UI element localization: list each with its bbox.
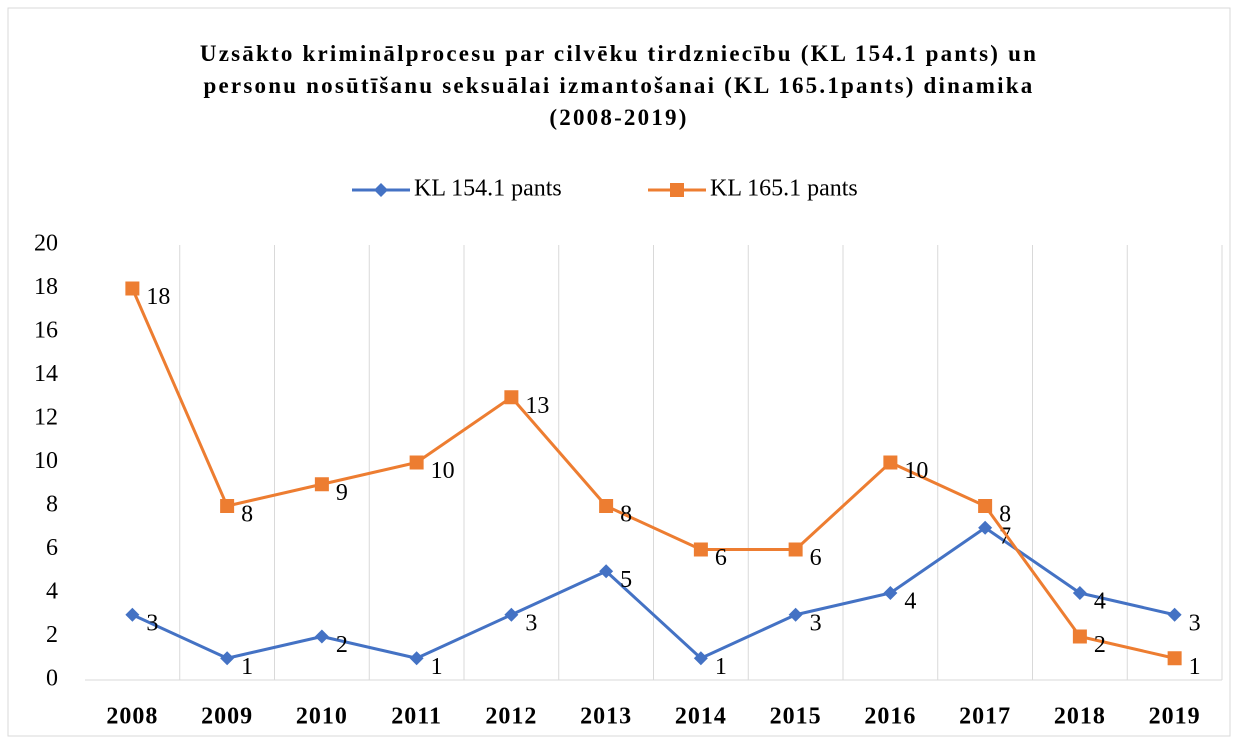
data-label: 10 — [904, 458, 928, 484]
marker — [314, 477, 329, 492]
data-label: 4 — [904, 589, 916, 615]
data-label: 8 — [241, 502, 253, 528]
marker — [978, 520, 993, 535]
x-tick-label: 2014 — [675, 704, 727, 730]
data-label: 3 — [1189, 610, 1201, 636]
data-label: 9 — [336, 480, 348, 506]
x-tick-label: 2015 — [770, 704, 822, 730]
data-label: 13 — [525, 393, 549, 419]
marker — [220, 651, 235, 666]
marker — [1072, 629, 1087, 644]
y-tick-label: 16 — [34, 318, 58, 344]
data-label: 10 — [431, 458, 455, 484]
marker — [670, 183, 684, 197]
marker — [504, 390, 519, 405]
series-line — [130, 287, 1175, 660]
marker — [883, 586, 898, 600]
chart-border — [7, 7, 1231, 737]
y-tick-label: 4 — [46, 579, 58, 605]
y-tick-label: 2 — [46, 622, 58, 648]
marker — [504, 607, 519, 622]
data-label: 6 — [810, 545, 822, 571]
data-label: 2 — [1094, 632, 1106, 658]
x-tick-label: 2009 — [201, 704, 253, 730]
marker — [788, 607, 803, 622]
marker — [220, 499, 235, 513]
marker — [599, 564, 614, 579]
data-label: 1 — [715, 654, 727, 680]
y-tick-label: 0 — [46, 666, 58, 692]
y-tick-label: 10 — [34, 448, 58, 474]
marker — [409, 455, 424, 470]
data-label: 18 — [146, 284, 170, 310]
x-tick-label: 2010 — [296, 704, 348, 730]
x-tick-label: 2013 — [580, 704, 632, 730]
data-label: 3 — [810, 610, 822, 636]
marker — [314, 629, 329, 644]
x-tick-label: 2011 — [391, 704, 442, 730]
marker — [883, 455, 898, 470]
y-tick-label: 8 — [46, 492, 58, 518]
y-tick-label: 12 — [34, 405, 58, 431]
chart-title: Uzsākto kriminālprocesu par cilvēku tird… — [199, 41, 1039, 130]
x-tick-label: 2008 — [106, 704, 158, 730]
x-tick-label: 2016 — [864, 704, 916, 730]
x-tick-label: 2017 — [959, 704, 1011, 730]
data-label: 2 — [336, 632, 348, 658]
legend-label: KL 154.1 pants — [414, 176, 562, 202]
y-tick-label: 20 — [34, 231, 58, 257]
y-tick-label: 18 — [34, 274, 58, 300]
data-label: 4 — [1094, 589, 1106, 615]
marker — [693, 542, 708, 557]
marker — [978, 499, 993, 513]
marker — [1167, 651, 1182, 666]
y-tick-label: 14 — [34, 361, 58, 387]
marker — [599, 499, 614, 513]
data-label: 8 — [999, 502, 1011, 528]
data-label: 3 — [146, 610, 158, 636]
legend-label: KL 165.1 pants — [710, 176, 858, 202]
data-label: 1 — [431, 654, 443, 680]
data-label: 3 — [525, 610, 537, 636]
x-tick-label: 2012 — [485, 704, 537, 730]
x-tick-label: 2018 — [1054, 704, 1106, 730]
marker — [125, 281, 140, 296]
marker — [409, 651, 424, 666]
series-line — [131, 526, 1175, 660]
data-label: 8 — [620, 502, 632, 528]
data-label: 5 — [620, 567, 632, 593]
y-tick-label: 6 — [46, 535, 58, 561]
marker — [125, 607, 140, 622]
marker — [788, 542, 803, 557]
marker — [1072, 586, 1087, 600]
x-tick-label: 2019 — [1149, 704, 1201, 730]
marker — [1167, 607, 1182, 622]
data-label: 1 — [1189, 654, 1201, 680]
data-label: 6 — [715, 545, 727, 571]
marker — [693, 651, 708, 666]
marker — [374, 183, 388, 197]
data-label: 1 — [241, 654, 253, 680]
